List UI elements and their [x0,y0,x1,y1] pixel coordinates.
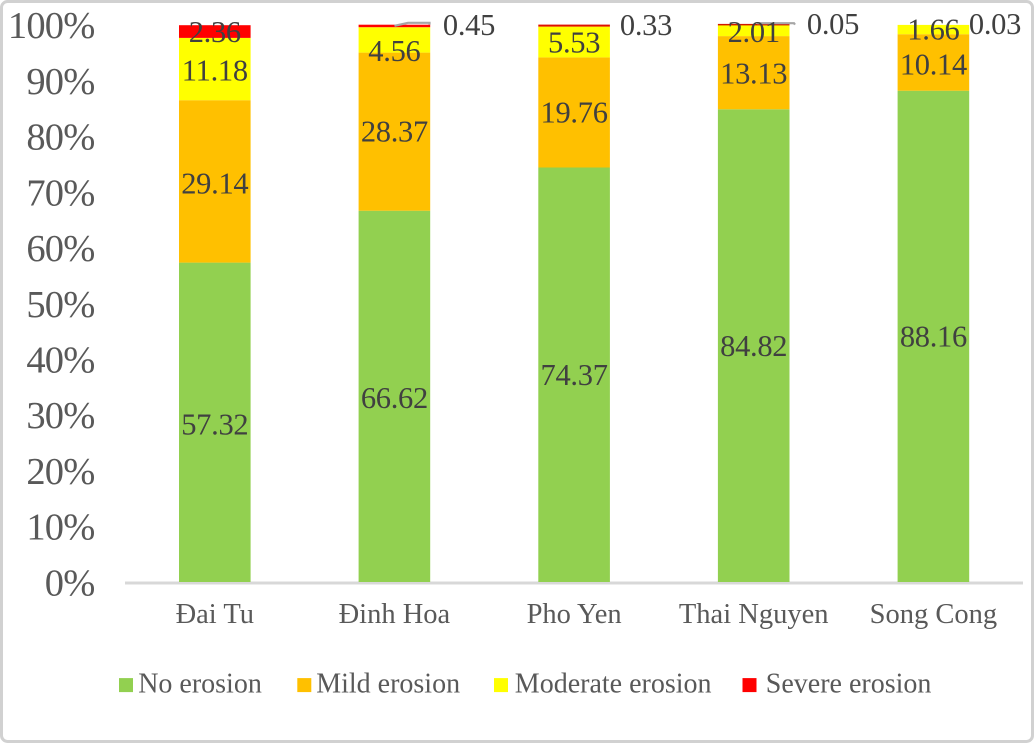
svg-text:100%: 100% [8,5,95,47]
svg-text:66.62: 66.62 [361,381,428,415]
svg-text:No erosion: No erosion [138,669,262,700]
svg-text:0.33: 0.33 [620,8,672,42]
svg-text:10%: 10% [26,507,94,549]
svg-text:29.14: 29.14 [181,167,248,201]
svg-text:28.37: 28.37 [361,115,428,149]
svg-text:0%: 0% [45,562,95,604]
svg-text:90%: 90% [26,61,94,103]
svg-text:84.82: 84.82 [720,329,787,363]
svg-text:0.45: 0.45 [443,8,495,42]
svg-text:20%: 20% [26,451,94,493]
svg-text:50%: 50% [26,284,94,326]
svg-text:Song Cong: Song Cong [870,599,998,630]
svg-text:0.03: 0.03 [969,7,1021,41]
svg-text:2.01: 2.01 [728,15,780,49]
svg-text:2.36: 2.36 [189,15,241,49]
svg-text:11.18: 11.18 [182,54,248,88]
svg-text:60%: 60% [26,228,94,270]
svg-text:Severe erosion: Severe erosion [766,669,932,700]
svg-text:88.16: 88.16 [900,320,967,354]
svg-text:74.37: 74.37 [541,358,608,392]
svg-text:Thai Nguyen: Thai Nguyen [679,599,829,630]
svg-text:Pho Yen: Pho Yen [527,599,622,630]
svg-text:40%: 40% [26,340,94,382]
svg-text:10.14: 10.14 [900,48,967,82]
svg-text:19.76: 19.76 [541,96,608,130]
svg-text:Đinh Hoa: Đinh Hoa [339,599,451,630]
svg-text:4.56: 4.56 [368,34,420,68]
svg-text:70%: 70% [26,172,94,214]
svg-text:0.05: 0.05 [807,7,859,41]
svg-text:Đai Tu: Đai Tu [176,599,254,630]
svg-text:13.13: 13.13 [720,56,787,90]
svg-text:Mild erosion: Mild erosion [316,669,460,700]
svg-text:80%: 80% [26,117,94,159]
svg-text:57.32: 57.32 [181,408,248,442]
svg-text:5.53: 5.53 [548,26,600,60]
svg-text:30%: 30% [26,395,94,437]
svg-text:1.66: 1.66 [907,13,959,47]
svg-text:Moderate erosion: Moderate erosion [515,669,712,700]
